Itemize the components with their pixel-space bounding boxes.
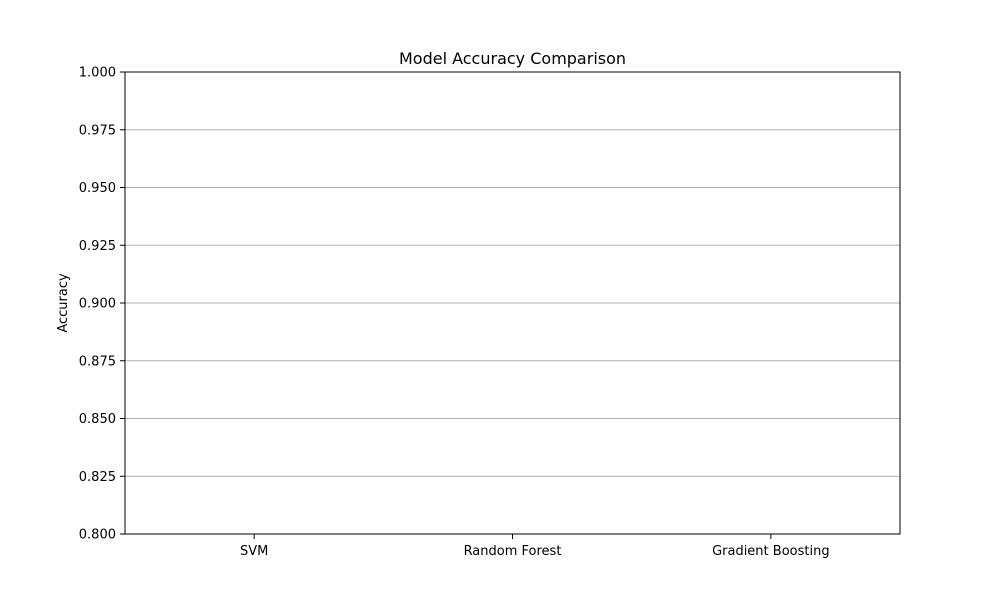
y-tick-label: 0.950 (79, 181, 116, 196)
y-axis-ticks: 0.800 0.825 0.850 0.875 0.900 0.925 0.950 0.975… (79, 66, 125, 543)
y-axis-label: Accuracy (56, 273, 71, 333)
y-tick-label: 1.000 (79, 66, 116, 81)
x-tick-label: Gradient Boosting (712, 544, 830, 559)
gridlines (125, 71, 900, 535)
y-tick-label: 0.925 (79, 239, 116, 254)
y-tick-label: 0.850 (79, 412, 116, 427)
y-tick-label: 0.800 (79, 528, 116, 543)
chart-title: Model Accuracy Comparison (399, 49, 626, 68)
y-tick-label: 0.975 (79, 123, 116, 138)
y-tick-label: 0.875 (79, 354, 116, 369)
x-tick-label: SVM (240, 544, 268, 559)
y-tick-label: 0.825 (79, 470, 116, 485)
x-tick-label: Random Forest (464, 544, 562, 559)
y-tick-label: 0.900 (79, 297, 116, 312)
x-axis-ticks: SVM Random Forest Gradient Boosting (240, 534, 830, 559)
